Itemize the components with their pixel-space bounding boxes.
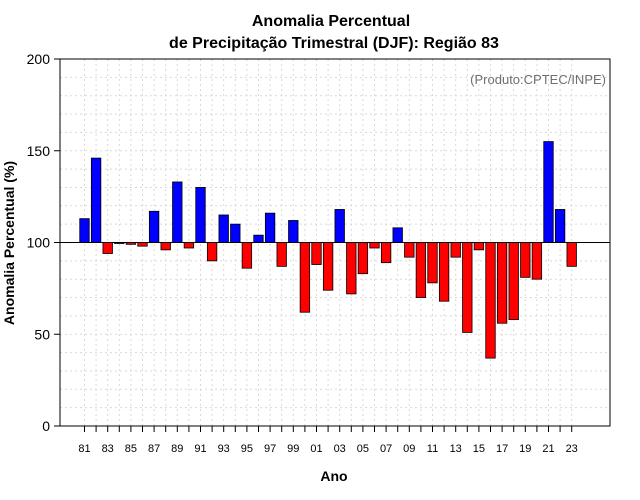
bar-03 <box>334 209 345 243</box>
bar-06 <box>369 242 380 249</box>
bar-10 <box>415 242 427 298</box>
bar-02 <box>322 242 334 291</box>
credit-label: (Produto:CPTEC/INPE) <box>470 72 606 87</box>
bar-89 <box>172 181 183 243</box>
bar-97 <box>264 212 276 243</box>
bar-20 <box>531 242 543 280</box>
bar-13 <box>450 242 461 258</box>
bar-09 <box>404 242 415 258</box>
bars <box>79 141 577 359</box>
bar-16 <box>485 242 496 359</box>
x-tick-label: 83 <box>102 443 114 455</box>
x-tick-label: 05 <box>357 443 369 455</box>
y-axis: 0 50 100 150 200 <box>27 51 60 434</box>
bar-96 <box>253 234 264 243</box>
x-tick-label: 93 <box>218 443 230 455</box>
x-tick-label: 03 <box>334 443 346 455</box>
bar-98 <box>276 242 287 267</box>
x-tick-label: 81 <box>78 443 90 455</box>
x-tick-label: 99 <box>287 443 299 455</box>
bar-99 <box>288 220 299 243</box>
chart-title-line2: de Precipitação Trimestral (DJF): Região… <box>169 35 499 52</box>
y-tick-label: 150 <box>27 143 51 159</box>
x-tick-label: 87 <box>148 443 160 455</box>
bar-92 <box>206 242 218 262</box>
y-tick-label: 100 <box>27 235 51 251</box>
x-axis: 81 83 85 87 89 91 93 95 97 99 01 03 05 07 09 11 13 15 17 19… <box>78 426 578 455</box>
chart-title-line1: Anomalia Percentual <box>252 13 410 30</box>
x-tick-label: 11 <box>427 443 438 455</box>
bar-94 <box>230 223 241 243</box>
bar-18 <box>508 242 519 320</box>
bar-83 <box>102 242 113 254</box>
bar-04 <box>346 242 357 295</box>
x-tick-label: 95 <box>241 443 253 455</box>
grid-lines <box>60 59 610 426</box>
x-tick-label: 15 <box>473 443 485 455</box>
bar-82 <box>90 157 102 243</box>
x-tick-label: 91 <box>194 443 206 455</box>
x-tick-label: 01 <box>310 443 322 455</box>
bar-87 <box>148 210 160 243</box>
bar-12 <box>438 242 450 302</box>
bar-90 <box>183 242 195 249</box>
y-tick-label: 200 <box>27 51 51 67</box>
x-tick-label: 17 <box>496 443 508 455</box>
x-tick-label: 89 <box>171 443 183 455</box>
bar-81 <box>79 218 90 243</box>
x-tick-label: 09 <box>403 443 415 455</box>
y-tick-label: 50 <box>34 326 50 342</box>
bar-21 <box>543 141 554 243</box>
bar-05 <box>357 242 369 275</box>
bar-91 <box>195 187 206 243</box>
x-axis-title: Ano <box>320 468 347 484</box>
bar-11 <box>427 242 438 284</box>
x-tick-label: 21 <box>542 443 554 455</box>
bar-15 <box>473 242 485 251</box>
bar-88 <box>160 242 171 251</box>
bar-17 <box>496 242 508 324</box>
bar-22 <box>554 209 566 243</box>
x-tick-label: 97 <box>264 443 276 455</box>
x-tick-label: 23 <box>566 443 578 455</box>
x-tick-label: 85 <box>125 443 137 455</box>
x-tick-label: 19 <box>519 443 531 455</box>
bar-86 <box>137 242 148 247</box>
y-axis-title: Anomalia Percentual (%) <box>1 161 17 325</box>
y-tick-label: 0 <box>42 418 50 434</box>
bar-08 <box>392 227 403 243</box>
x-tick-label: 13 <box>450 443 462 455</box>
bar-14 <box>462 242 473 333</box>
bar-93 <box>218 214 229 243</box>
bar-95 <box>241 242 253 269</box>
bar-00 <box>299 242 311 313</box>
x-tick-label: 07 <box>380 443 392 455</box>
bar-07 <box>380 242 392 264</box>
bar-23 <box>566 242 577 267</box>
bar-19 <box>520 242 531 278</box>
bar-01 <box>311 242 322 265</box>
